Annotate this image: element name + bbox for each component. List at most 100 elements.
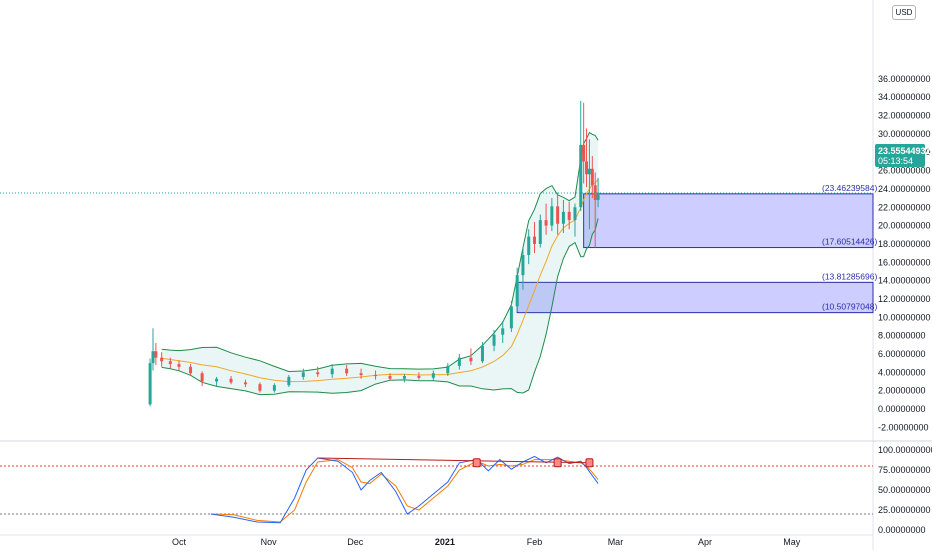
time-tick-label: Mar: [608, 537, 624, 547]
candle-body: [417, 375, 421, 378]
oscillator-axis[interactable]: 100.00000000 75.00000000 50.00000000 25.000…: [878, 445, 932, 535]
price-tick-label: 2.00000000: [878, 386, 926, 396]
candle-body: [593, 185, 597, 200]
moving-average-line: [161, 178, 599, 383]
candle-body: [521, 254, 525, 276]
price-tick-label: 36.00000000: [878, 74, 931, 84]
zone-lower-label: (17.60514426): [822, 237, 877, 247]
price-tick-label: 20.00000000: [878, 221, 931, 231]
candle-body: [200, 373, 204, 382]
price-tick-label: 24.00000000: [878, 184, 931, 194]
candle-body: [585, 161, 589, 175]
candle-body: [544, 220, 548, 226]
candle-body: [556, 206, 560, 224]
candle-body: [258, 384, 262, 391]
time-tick-label: Dec: [347, 537, 364, 547]
zone-lower-label: (10.50797048): [822, 302, 877, 312]
price-tick-label: 6.00000000: [878, 349, 926, 359]
candle-body: [538, 220, 542, 244]
price-tick-label: 18.00000000: [878, 239, 931, 249]
candle-body: [287, 376, 291, 386]
candle-body: [587, 168, 591, 175]
zone-upper-label: (13.81285696): [822, 271, 877, 281]
candle-body: [590, 168, 594, 186]
bollinger-bands: [161, 131, 599, 396]
bollinger-upper-line: [161, 131, 599, 373]
price-tick-label: 30.00000000: [878, 129, 931, 139]
time-axis[interactable]: Oct Nov Dec 2021 Feb Mar Apr May: [172, 537, 801, 547]
price-tick-label: 8.00000000: [878, 331, 926, 341]
divergence-marker: [553, 458, 562, 468]
candle-body: [345, 368, 349, 374]
candle-body: [330, 368, 334, 375]
candle-body: [579, 144, 583, 208]
candle-body: [388, 375, 392, 379]
time-tick-label: 2021: [435, 537, 455, 547]
candle-body: [301, 372, 305, 377]
time-tick-label: Oct: [172, 537, 187, 547]
candle-body: [154, 351, 158, 358]
price-tick-label: 14.00000000: [878, 276, 931, 286]
candle-body: [501, 328, 505, 335]
candle-body: [573, 207, 577, 221]
candle-body: [596, 192, 600, 200]
candle-body: [148, 363, 152, 405]
bollinger-fill: [161, 132, 599, 395]
price-tick-label: 32.00000000: [878, 111, 931, 121]
candle-body: [243, 382, 247, 385]
divergence-trendline: [317, 457, 590, 464]
price-tick-label: -2.00000000: [878, 422, 929, 432]
candle-body: [527, 236, 531, 255]
divergence-marker: [472, 458, 481, 468]
oscillator-d-line: [210, 459, 599, 523]
candle-body: [457, 357, 461, 366]
oscillator-tick-label: 0.00000000: [878, 525, 926, 535]
time-tick-label: Apr: [698, 537, 712, 547]
supply-demand-zones: [516, 193, 874, 314]
current-price-badge: 23.55544932 05:13:54: [875, 144, 931, 167]
price-tick-label: 0.00000000: [878, 404, 926, 414]
candle-body: [402, 375, 406, 379]
bollinger-lower-line: [161, 218, 599, 396]
oscillator-tick-label: 25.00000000: [878, 505, 931, 515]
candle-body: [561, 211, 565, 224]
current-price-countdown: 05:13:54: [878, 156, 913, 166]
price-tick-label: 26.00000000: [878, 166, 931, 176]
candle-body: [374, 375, 378, 377]
divergence-marker: [585, 458, 594, 468]
price-badge-bg: [875, 144, 925, 167]
candle-body: [492, 334, 496, 346]
zone-rect: [583, 193, 874, 249]
candle-body: [359, 373, 363, 376]
candle-body: [550, 206, 554, 226]
candle-body: [582, 144, 586, 162]
time-tick-label: May: [783, 537, 801, 547]
candle-body: [215, 378, 219, 382]
price-tick-label: 16.00000000: [878, 257, 931, 267]
zone-labels: (23.46239584) (17.60514426) (13.81285696) (…: [822, 183, 877, 312]
candle-body: [509, 306, 513, 329]
zone-upper-label: (23.46239584): [822, 183, 877, 193]
candle-body: [533, 236, 537, 244]
candle-body: [272, 385, 276, 391]
oscillator-tick-label: 50.00000000: [878, 485, 931, 495]
candle-body: [567, 211, 571, 221]
candle-body: [160, 357, 164, 362]
candle-body: [431, 373, 435, 378]
candle-body: [480, 345, 484, 362]
price-axis[interactable]: 36.00000000 34.00000000 32.00000000 30.0000…: [878, 74, 931, 432]
candle-body: [469, 357, 473, 362]
candle-body: [446, 365, 450, 374]
zone-rect: [516, 281, 874, 314]
oscillator-k-line: [210, 455, 599, 524]
time-tick-label: Nov: [261, 537, 278, 547]
price-tick-label: 12.00000000: [878, 294, 931, 304]
price-tick-label: 4.00000000: [878, 367, 926, 377]
candle-body: [177, 364, 181, 367]
candlesticks: [148, 100, 600, 407]
candle-body: [151, 351, 155, 364]
currency-badge[interactable]: USD: [892, 5, 916, 20]
time-tick-label: Feb: [527, 537, 543, 547]
